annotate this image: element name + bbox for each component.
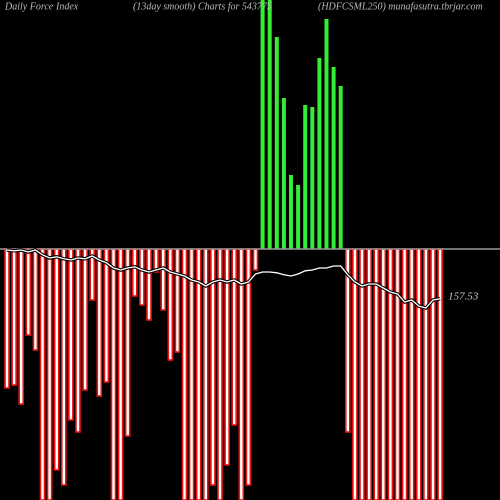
bar: [18, 248, 25, 405]
bar: [415, 248, 422, 500]
bar: [160, 248, 166, 311]
bar: [46, 248, 53, 500]
bar: [430, 248, 436, 500]
bar: [252, 248, 259, 271]
bar: [366, 248, 372, 500]
bar: [387, 248, 394, 500]
bar: [274, 37, 279, 249]
bar: [39, 248, 46, 500]
bar: [238, 248, 245, 500]
bar: [4, 248, 10, 389]
bar: [289, 175, 293, 249]
bar: [281, 98, 286, 249]
end-label: 157.53: [448, 290, 479, 302]
bar: [139, 248, 145, 306]
bar: [188, 248, 195, 500]
bar: [352, 248, 358, 500]
chart-title: Daily Force: [4, 1, 54, 12]
bar: [75, 248, 81, 433]
chart-title: Index: [55, 1, 79, 12]
bar: [181, 248, 188, 500]
bar: [124, 248, 131, 437]
bar: [408, 248, 415, 500]
bar: [317, 58, 322, 249]
bar: [11, 248, 17, 386]
bar: [96, 248, 103, 397]
bar: [82, 248, 88, 391]
bar: [110, 248, 117, 500]
bar: [60, 248, 67, 486]
bar: [394, 248, 401, 500]
bar: [401, 248, 408, 500]
chart-source: (HDFCSML250) munafasutra.tbrjar.com: [318, 1, 483, 12]
bar: [310, 107, 315, 249]
bar: [195, 248, 202, 500]
bar: [437, 248, 443, 500]
bar: [217, 248, 223, 500]
bar: [331, 67, 336, 249]
bar: [303, 105, 308, 249]
bar: [231, 248, 237, 426]
bar: [146, 248, 152, 321]
price-line: [6, 249, 441, 309]
bar: [25, 248, 32, 336]
bar: [174, 248, 181, 353]
chart-subtitle: (13day smooth) Charts for 543775: [133, 1, 272, 12]
bar: [423, 248, 429, 500]
bar: [296, 185, 301, 249]
bar: [53, 248, 60, 471]
bar: [324, 19, 329, 249]
bar: [32, 248, 39, 351]
bar: [132, 248, 138, 297]
bar: [68, 248, 74, 421]
bar: [338, 86, 343, 249]
bar: [245, 248, 252, 486]
bar: [103, 248, 110, 383]
bar: [167, 248, 174, 361]
bar: [267, 0, 272, 249]
bar: [260, 0, 265, 249]
bar: [117, 248, 124, 500]
